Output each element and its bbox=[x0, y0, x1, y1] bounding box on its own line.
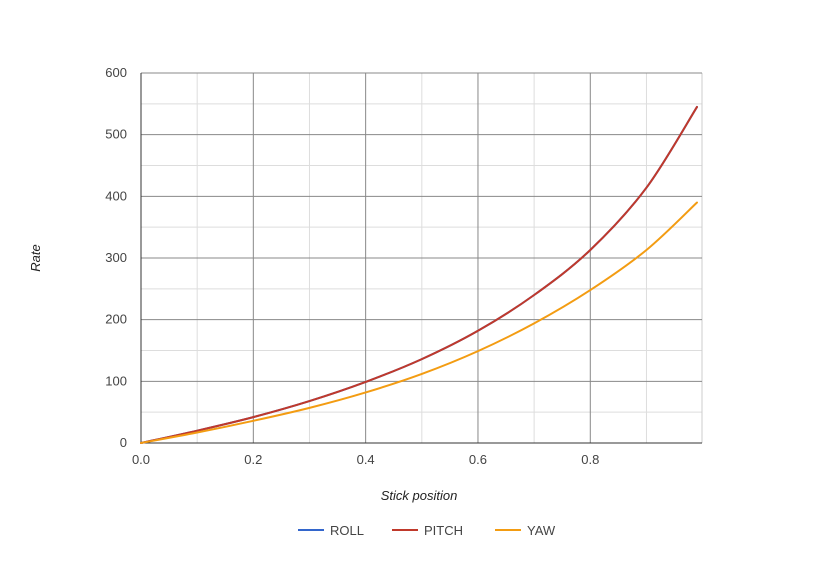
y-tick-label: 400 bbox=[105, 188, 127, 203]
grid bbox=[140, 72, 703, 444]
x-tick-label: 0.4 bbox=[357, 452, 375, 467]
x-tick-label: 0.0 bbox=[132, 452, 150, 467]
y-tick-label: 200 bbox=[105, 312, 127, 327]
legend-label-pitch: PITCH bbox=[424, 523, 463, 538]
x-tick-label: 0.6 bbox=[469, 452, 487, 467]
series-lines bbox=[140, 105, 698, 444]
axes bbox=[140, 73, 702, 444]
y-tick-label: 300 bbox=[105, 250, 127, 265]
legend: ROLL PITCH YAW bbox=[298, 523, 556, 538]
y-axis-title: Rate bbox=[28, 244, 43, 271]
tick-labels: 0 100 200 300 400 500 600 0.0 0.2 0.4 0.6 0.8 bbox=[105, 65, 599, 467]
y-tick-label: 500 bbox=[105, 127, 127, 142]
x-tick-label: 0.8 bbox=[581, 452, 599, 467]
series-line-yaw bbox=[140, 201, 698, 444]
x-tick-label: 0.2 bbox=[244, 452, 262, 467]
y-tick-label: 100 bbox=[105, 373, 127, 388]
legend-label-roll: ROLL bbox=[330, 523, 364, 538]
series-line-pitch bbox=[140, 105, 698, 444]
x-axis-title: Stick position bbox=[381, 488, 458, 503]
y-tick-label: 600 bbox=[105, 65, 127, 80]
y-tick-label: 0 bbox=[120, 435, 127, 450]
legend-label-yaw: YAW bbox=[527, 523, 556, 538]
